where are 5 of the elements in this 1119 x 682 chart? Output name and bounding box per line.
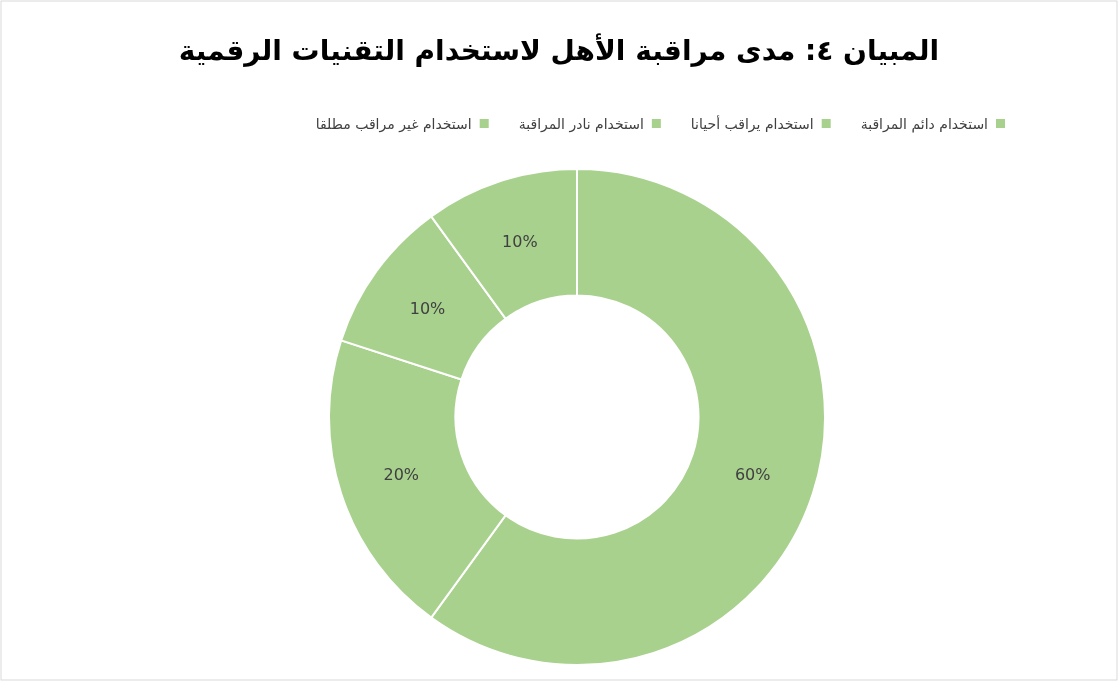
legend-label: استخدام نادر المراقبة [518, 116, 644, 133]
chart-title: المبيان ٤: مدى مراقبة الأهل لاستخدام التقنيات الرقمية [178, 33, 940, 67]
legend-label: استخدام غير مراقب مطلقا [315, 116, 472, 133]
legend-label: استخدام دائم المراقبة [860, 116, 988, 133]
legend-label: استخدام يراقب أحيانا [690, 115, 814, 133]
